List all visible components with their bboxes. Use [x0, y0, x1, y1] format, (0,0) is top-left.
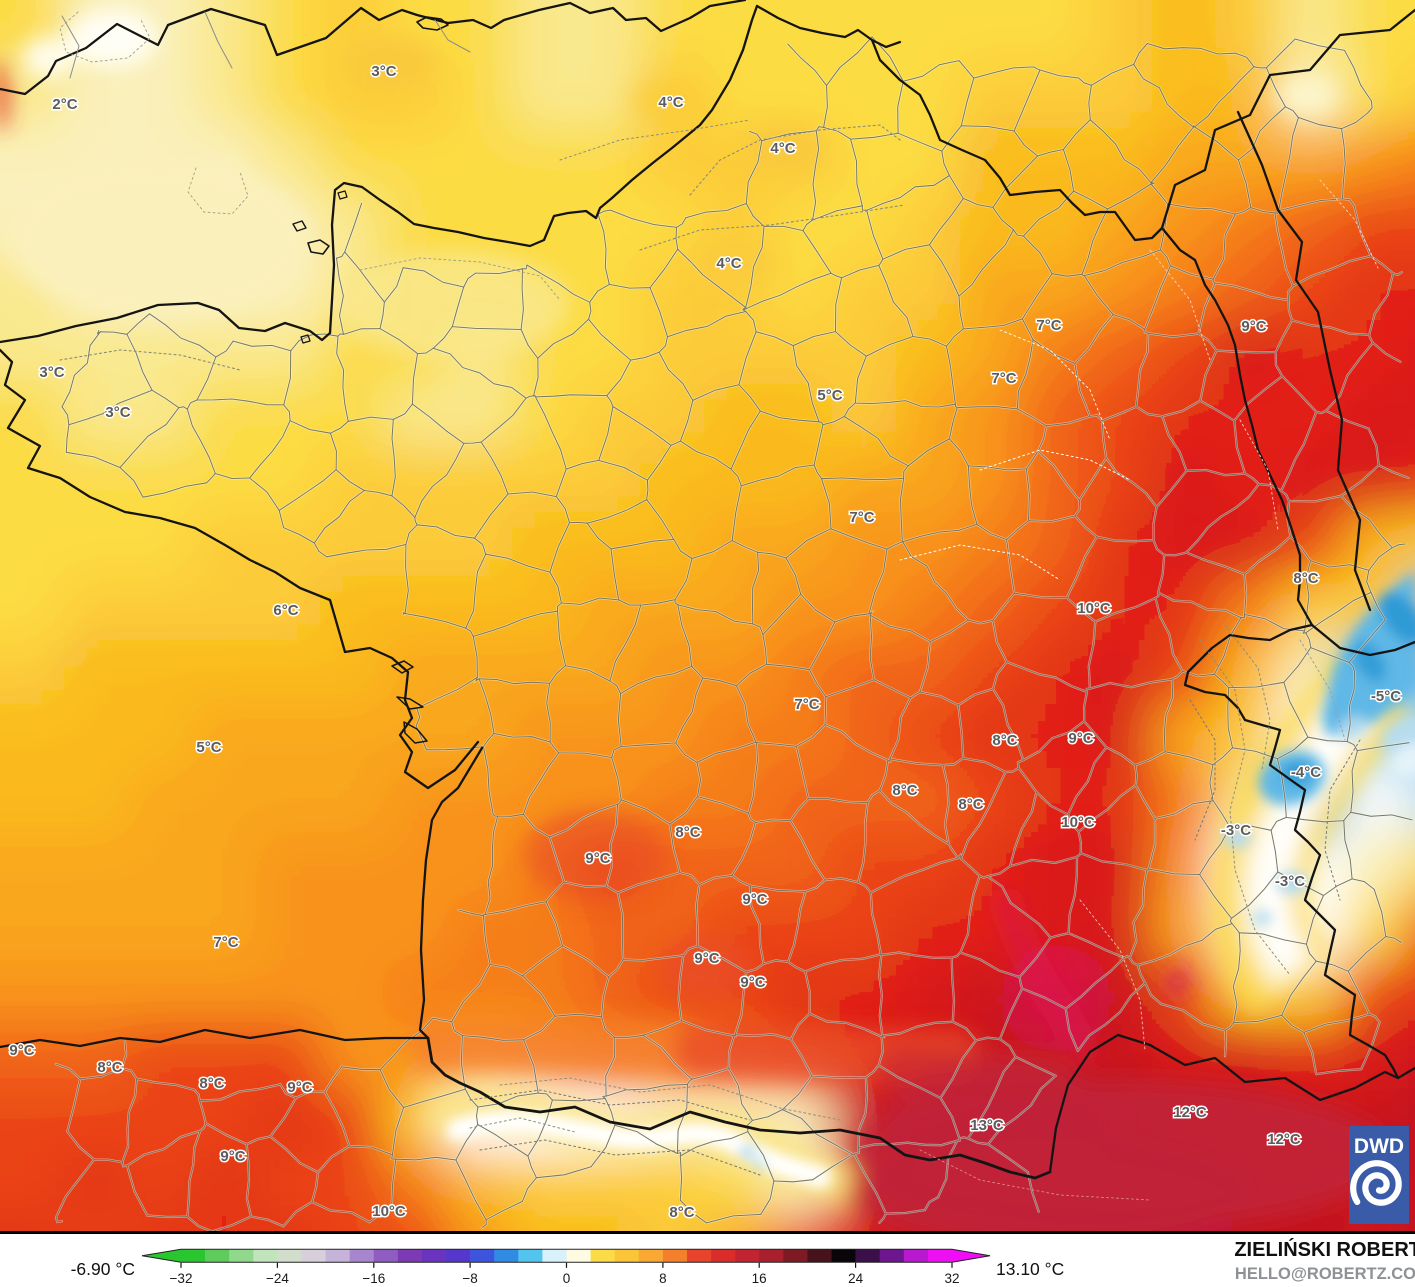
svg-text:3°C: 3°C	[371, 63, 396, 80]
svg-text:12°C: 12°C	[1173, 1104, 1207, 1121]
svg-text:8°C: 8°C	[1293, 570, 1318, 587]
svg-text:7°C: 7°C	[849, 509, 874, 526]
svg-text:8°C: 8°C	[669, 1204, 694, 1221]
svg-text:3°C: 3°C	[39, 364, 64, 381]
svg-text:9°C: 9°C	[740, 974, 765, 991]
svg-text:2°C: 2°C	[52, 96, 77, 113]
svg-text:-5°C: -5°C	[1371, 688, 1401, 705]
svg-text:9°C: 9°C	[1241, 318, 1266, 335]
svg-text:7°C: 7°C	[794, 696, 819, 713]
svg-text:10°C: 10°C	[1077, 600, 1111, 617]
svg-text:10°C: 10°C	[1061, 814, 1095, 831]
svg-text:−8: −8	[462, 1271, 477, 1286]
svg-text:13°C: 13°C	[970, 1117, 1004, 1134]
svg-text:9°C: 9°C	[742, 891, 767, 908]
svg-text:10°C: 10°C	[372, 1203, 406, 1220]
svg-text:7°C: 7°C	[1036, 317, 1061, 334]
svg-text:3°C: 3°C	[105, 404, 130, 421]
svg-text:-4°C: -4°C	[1291, 764, 1321, 781]
svg-text:9°C: 9°C	[694, 950, 719, 967]
svg-text:4°C: 4°C	[716, 255, 741, 272]
svg-text:4°C: 4°C	[658, 94, 683, 111]
svg-text:8°C: 8°C	[97, 1059, 122, 1076]
svg-text:7°C: 7°C	[213, 934, 238, 951]
svg-text:8°C: 8°C	[958, 796, 983, 813]
svg-text:7°C: 7°C	[991, 370, 1016, 387]
svg-text:6°C: 6°C	[273, 602, 298, 619]
svg-text:5°C: 5°C	[817, 387, 842, 404]
svg-text:16: 16	[752, 1271, 767, 1286]
svg-text:9°C: 9°C	[220, 1148, 245, 1165]
svg-text:0: 0	[563, 1271, 571, 1286]
svg-text:24: 24	[848, 1271, 864, 1286]
svg-text:−24: −24	[266, 1271, 289, 1286]
svg-text:DWD: DWD	[1354, 1135, 1404, 1158]
svg-text:-6.90 °C: -6.90 °C	[71, 1259, 135, 1279]
svg-text:32: 32	[944, 1271, 959, 1286]
svg-text:8: 8	[659, 1271, 667, 1286]
svg-text:8°C: 8°C	[992, 732, 1017, 749]
svg-text:ZIELIŃSKI ROBERT: ZIELIŃSKI ROBERT	[1234, 1238, 1415, 1261]
svg-text:HELLO@ROBERTZ.CO: HELLO@ROBERTZ.CO	[1235, 1265, 1415, 1283]
svg-text:-3°C: -3°C	[1275, 873, 1305, 890]
svg-text:9°C: 9°C	[1068, 730, 1093, 747]
svg-text:13.10 °C: 13.10 °C	[996, 1259, 1064, 1279]
svg-text:4°C: 4°C	[770, 140, 795, 157]
svg-text:9°C: 9°C	[9, 1042, 34, 1059]
svg-text:5°C: 5°C	[196, 739, 221, 756]
svg-text:8°C: 8°C	[892, 782, 917, 799]
svg-text:9°C: 9°C	[287, 1079, 312, 1096]
svg-text:9°C: 9°C	[585, 850, 610, 867]
svg-text:8°C: 8°C	[199, 1075, 224, 1092]
svg-text:−32: −32	[170, 1271, 193, 1286]
svg-text:8°C: 8°C	[675, 824, 700, 841]
svg-text:−16: −16	[362, 1271, 385, 1286]
svg-text:-3°C: -3°C	[1221, 822, 1251, 839]
svg-text:12°C: 12°C	[1267, 1131, 1301, 1148]
